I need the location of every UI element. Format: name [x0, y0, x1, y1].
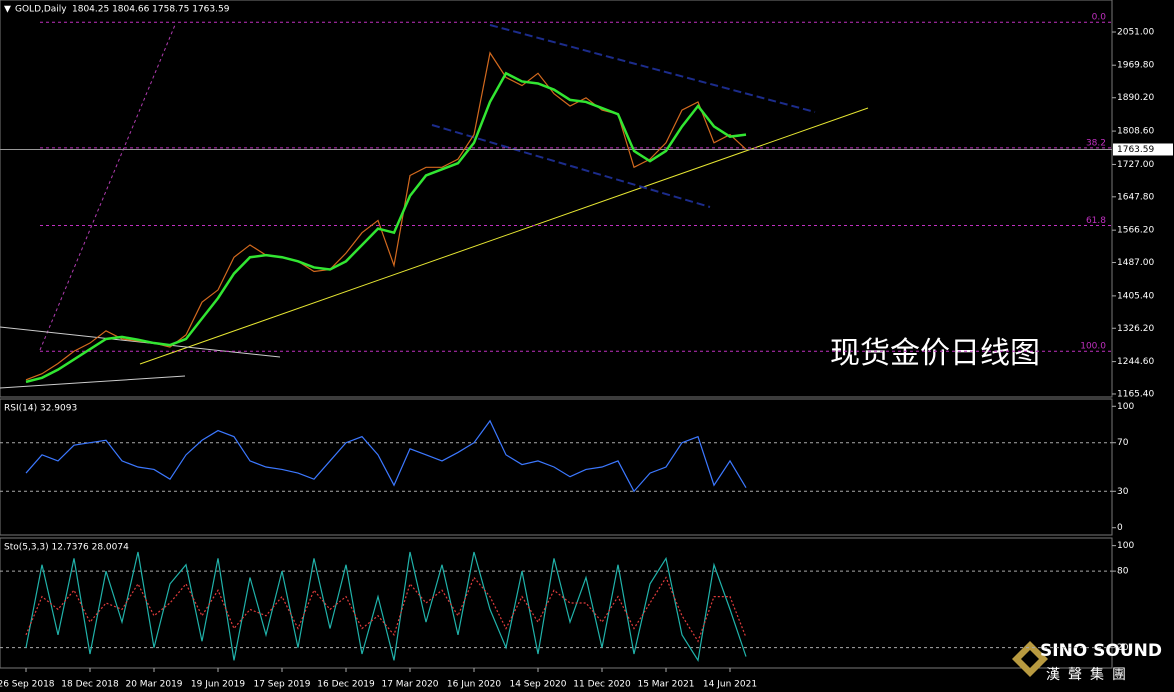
dropdown-icon[interactable]: ▼ — [4, 5, 11, 15]
stoch-pane — [0, 537, 1113, 669]
y-tick-label: 1165.40 — [1117, 389, 1154, 399]
y-tick-label: 1326.20 — [1117, 324, 1154, 334]
x-tick-label: 14 Jun 2021 — [703, 680, 757, 690]
level-label: 100.0 — [1080, 342, 1106, 352]
price-pane — [0, 0, 1113, 398]
series-line — [25, 551, 747, 663]
x-tick-label: 16 Dec 2019 — [317, 680, 375, 690]
fib-fan — [39, 24, 176, 351]
y-tick-label: 1405.40 — [1117, 291, 1154, 301]
series-line — [25, 51, 747, 381]
x-tick-label: 17 Mar 2020 — [381, 680, 438, 690]
x-tick-label: 26 Sep 2018 — [0, 680, 55, 690]
y-tick-label: 1487.00 — [1117, 258, 1154, 268]
ohlc: 1804.25 1804.66 1758.75 1763.59 — [72, 5, 230, 15]
y-tick-label: 1566.20 — [1117, 226, 1154, 236]
x-tick-label: 16 Jun 2020 — [447, 680, 501, 690]
y-tick-label: 30 — [1117, 487, 1129, 497]
y-tick-label: 0 — [1117, 523, 1123, 533]
stoch-title: Sto(5,3,3) 12.7376 28.0074 — [4, 543, 129, 553]
x-tick-label: 18 Dec 2018 — [61, 680, 119, 690]
rsi-pane — [0, 398, 1113, 536]
level-label: 38.2 — [1086, 138, 1106, 148]
x-tick-label: 17 Sep 2019 — [253, 680, 310, 690]
series-line — [25, 419, 747, 493]
logo-subtitle: 漢聲集團 — [1046, 666, 1134, 683]
last-price-label: 1763.59 — [1117, 145, 1154, 155]
series-line — [25, 576, 747, 643]
trend-line — [0, 375, 186, 389]
x-tick-label: 11 Dec 2020 — [573, 680, 631, 690]
y-tick-label: 1727.00 — [1117, 160, 1154, 170]
logo-name: SINO SOUND — [1040, 641, 1162, 661]
level-label: 61.8 — [1086, 216, 1106, 226]
last-price-box — [1113, 143, 1173, 156]
x-tick-label: 19 Jun 2019 — [191, 680, 245, 690]
trend-line — [139, 107, 869, 365]
level-label: 0.0 — [1092, 13, 1107, 23]
trend-line — [0, 326, 281, 358]
overlay-title: 现货金价日线图 — [830, 336, 1040, 371]
y-tick-label: 1244.60 — [1117, 357, 1154, 367]
y-tick-label: 1890.20 — [1117, 93, 1154, 103]
channel-line — [431, 124, 711, 208]
y-tick-label: 1969.80 — [1117, 61, 1154, 71]
y-tick-label: 20 — [1117, 643, 1129, 653]
y-tick-label: 100 — [1117, 402, 1134, 412]
x-tick-label: 14 Sep 2020 — [509, 680, 566, 690]
x-tick-label: 20 Mar 2019 — [125, 680, 182, 690]
y-tick-label: 1647.80 — [1117, 192, 1154, 202]
y-tick-label: 70 — [1117, 438, 1129, 448]
y-tick-label: 80 — [1117, 567, 1129, 577]
y-tick-label: 1808.60 — [1117, 127, 1154, 137]
symbol: GOLD,Daily — [15, 5, 67, 15]
channel-line — [489, 24, 816, 113]
rsi-title: RSI(14) 32.9093 — [4, 404, 77, 414]
x-tick-label: 15 Mar 2021 — [637, 680, 694, 690]
y-tick-label: 2051.00 — [1117, 28, 1154, 38]
series-line — [25, 71, 747, 384]
logo: SINO SOUND 漢聲集團 — [1012, 641, 1162, 683]
y-tick-label: 100 — [1117, 541, 1134, 551]
